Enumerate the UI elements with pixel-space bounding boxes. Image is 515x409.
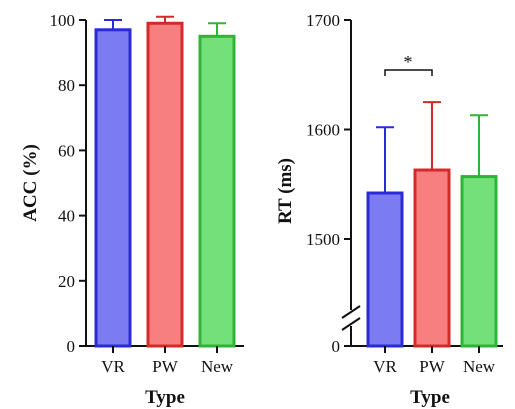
acc-panel: ACC (%) Type 0 20 40 60 80 100 VR PW New — [20, 11, 244, 408]
rt-panel: RT (ms) Type * 0 1500 1600 1700 VR PW New — [275, 11, 503, 408]
acc-y-tick-label: 60 — [58, 141, 75, 160]
acc-x-tick-label-pw: PW — [152, 357, 178, 376]
significance-bracket — [384, 69, 433, 76]
rt-y-tick-label: 1600 — [306, 121, 340, 140]
rt-axis-break-mark-lower — [341, 317, 361, 331]
acc-bar-vr — [94, 28, 132, 348]
rt-y-tick-label: 1700 — [306, 11, 340, 30]
acc-y-tick-label: 100 — [50, 11, 76, 30]
rt-bar-new — [460, 175, 498, 348]
acc-y-tick-label: 80 — [58, 76, 75, 95]
acc-y-tick-label: 20 — [58, 272, 75, 291]
rt-y-tick-label: 1500 — [306, 230, 340, 249]
acc-bar-new — [198, 34, 236, 348]
acc-y-tick-label: 0 — [67, 337, 76, 356]
acc-x-tick-label-new: New — [201, 357, 234, 376]
rt-bar-vr — [366, 191, 404, 348]
acc-bar-pw — [146, 21, 184, 348]
acc-y-tick-label: 40 — [58, 207, 75, 226]
acc-x-axis-title: Type — [145, 387, 185, 408]
rt-x-tick-label-vr: VR — [373, 357, 397, 376]
rt-axis-break-mark-upper — [341, 305, 361, 319]
rt-bar-pw — [413, 168, 451, 348]
rt-x-axis-title: Type — [410, 387, 450, 408]
rt-y-tick-label: 0 — [332, 337, 341, 356]
rt-x-tick-label-new: New — [463, 357, 496, 376]
rt-x-tick-label-pw: PW — [419, 357, 445, 376]
acc-y-axis-title: ACC (%) — [20, 144, 41, 222]
acc-x-tick-label-vr: VR — [101, 357, 125, 376]
rt-y-axis-title: RT (ms) — [275, 158, 296, 224]
significance-star: * — [404, 52, 413, 72]
